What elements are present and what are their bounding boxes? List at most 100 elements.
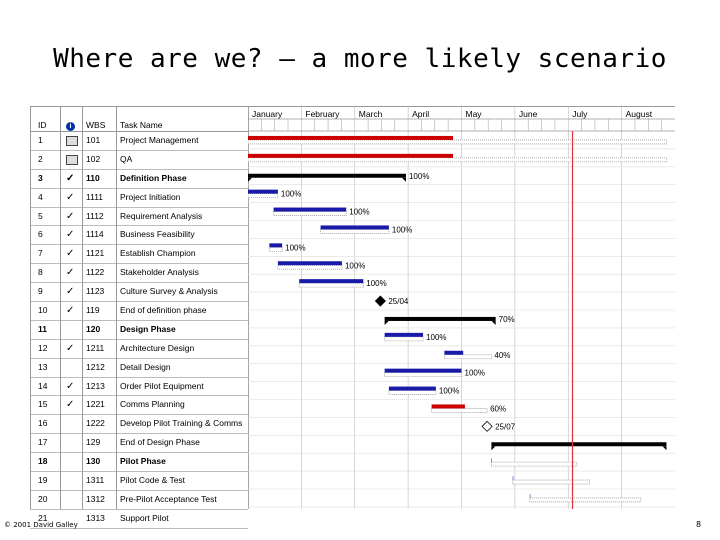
table-row[interactable]: 17 129 End of Design Phase (30, 434, 248, 454)
progress-bar (388, 386, 436, 391)
table-row[interactable]: 13 1212 Detail Design (30, 359, 248, 378)
id-column-header[interactable]: ID (38, 120, 47, 130)
indicator-cell: ✓ (66, 248, 80, 259)
summary-bar (491, 442, 667, 447)
baseline-bar (529, 497, 642, 503)
table-row[interactable]: 5 ✓ 1112 Requirement Analysis (30, 208, 248, 227)
task-table: ID i WBS Task Name 1 101 Project Managemen… (30, 107, 248, 529)
table-row[interactable]: 21 1313 Support Pilot (30, 510, 248, 529)
task-name: Pilot Phase (120, 456, 166, 467)
task-id: 14 (38, 380, 48, 391)
summary-cap-left (384, 320, 389, 325)
task-wbs: 1121 (86, 248, 105, 259)
task-wbs: 1312 (86, 493, 105, 504)
indicator-cell: ✓ (66, 192, 80, 203)
table-row[interactable]: 19 1311 Pilot Code & Test (30, 472, 248, 491)
table-row[interactable]: 2 102 QA (30, 151, 248, 170)
percent-complete-label: 100% (366, 279, 386, 288)
task-wbs: 1222 (86, 418, 105, 429)
progress-bar (512, 476, 514, 481)
percent-complete-label: 70% (499, 315, 515, 324)
month-label: March (359, 109, 383, 119)
baseline-bar (248, 193, 279, 199)
table-row[interactable]: 10 ✓ 119 End of definition phase (30, 302, 248, 321)
task-id: 15 (38, 399, 48, 410)
task-wbs: 1313 (86, 512, 105, 523)
progress-bar (299, 279, 364, 284)
percent-complete-label: 100% (281, 190, 301, 199)
table-row[interactable]: 7 ✓ 1121 Establish Champion (30, 245, 248, 265)
table-row[interactable]: 4 ✓ 1111 Project Initiation (30, 189, 248, 208)
month-label: April (412, 109, 429, 119)
table-row[interactable]: 1 101 Project Management (30, 132, 248, 151)
task-wbs: 129 (86, 437, 101, 448)
wbs-column-header[interactable]: WBS (86, 120, 106, 130)
task-wbs: 1111 (86, 191, 104, 202)
table-row[interactable]: 6 ✓ 1114 Business Feasibility (30, 226, 248, 246)
baseline-bar (248, 157, 667, 163)
milestone-label: 25/07 (495, 422, 516, 431)
indicator-column-header[interactable]: i (66, 120, 80, 131)
table-row[interactable]: 18 130 Pilot Phase (30, 453, 248, 473)
milestone-label: 25/04 (388, 297, 409, 306)
percent-complete-label: 100% (439, 387, 459, 396)
progress-bar (444, 350, 464, 355)
table-row[interactable]: 12 ✓ 1211 Architecture Design (30, 340, 248, 359)
percent-complete-label: 100% (392, 225, 412, 234)
task-name: Design Phase (120, 323, 176, 334)
table-row[interactable]: 9 ✓ 1123 Culture Survey & Analysis (30, 283, 248, 303)
summary-cap-left (248, 177, 252, 182)
task-name-column-header[interactable]: Task Name (120, 120, 163, 130)
table-row[interactable]: 15 ✓ 1221 Comms Planning (30, 396, 248, 416)
indicator-cell: ✓ (66, 381, 80, 392)
progress-bar (529, 493, 531, 498)
task-id: 3 (38, 172, 43, 183)
task-name: Pre-Pilot Acceptance Test (120, 493, 217, 504)
indicator-cell: ✓ (66, 173, 80, 184)
table-row[interactable]: 20 1312 Pre-Pilot Acceptance Test (30, 491, 248, 510)
task-name: End of definition phase (120, 305, 207, 316)
percent-complete-label: 100% (426, 333, 446, 342)
task-id: 21 (38, 512, 48, 523)
percent-complete-label: 40% (494, 351, 510, 360)
checkmark-icon: ✓ (66, 399, 75, 411)
baseline-bar (388, 390, 437, 395)
table-row[interactable]: 8 ✓ 1122 Stakeholder Analysis (30, 264, 248, 284)
table-row[interactable]: 16 1222 Develop Pilot Training & Comms (30, 415, 248, 435)
task-wbs: 1212 (86, 361, 105, 372)
task-wbs: 101 (86, 135, 101, 145)
task-wbs: 1112 (86, 210, 104, 221)
baseline-bar (444, 354, 492, 360)
month-label: June (519, 109, 538, 119)
table-row[interactable]: 14 ✓ 1213 Order Pilot Equipment (30, 378, 248, 397)
summary-bar (248, 173, 406, 178)
task-wbs: 110 (86, 172, 100, 183)
task-wbs: 1311 (86, 475, 105, 486)
task-name: Order Pilot Equipment (120, 380, 204, 391)
month-label: July (572, 109, 588, 119)
checkmark-icon: ✓ (66, 172, 75, 184)
info-icon: i (66, 122, 75, 131)
table-row[interactable]: 11 120 Design Phase (30, 321, 248, 340)
indicator-divider (82, 107, 83, 509)
task-name: Comms Planning (120, 399, 185, 410)
task-id: 4 (38, 191, 43, 202)
id-divider (60, 107, 61, 509)
task-wbs: 102 (86, 153, 101, 164)
task-wbs: 1123 (86, 286, 105, 297)
wbs-divider (116, 107, 117, 509)
task-name: Project Management (120, 135, 199, 145)
checkmark-icon: ✓ (66, 267, 75, 279)
task-id: 2 (38, 153, 43, 164)
note-icon (66, 154, 78, 165)
table-row[interactable]: 3 ✓ 110 Definition Phase (30, 170, 248, 189)
percent-complete-label: 100% (345, 261, 365, 270)
task-wbs: 130 (86, 456, 101, 467)
percent-complete-label: 60% (490, 404, 506, 413)
checkmark-icon: ✓ (66, 229, 75, 241)
slide-title: Where are we? – a more likely scenario (53, 44, 667, 74)
task-id: 16 (38, 418, 48, 429)
task-name: Requirement Analysis (120, 210, 203, 221)
baseline-bar (490, 461, 578, 467)
task-id: 20 (38, 493, 48, 504)
